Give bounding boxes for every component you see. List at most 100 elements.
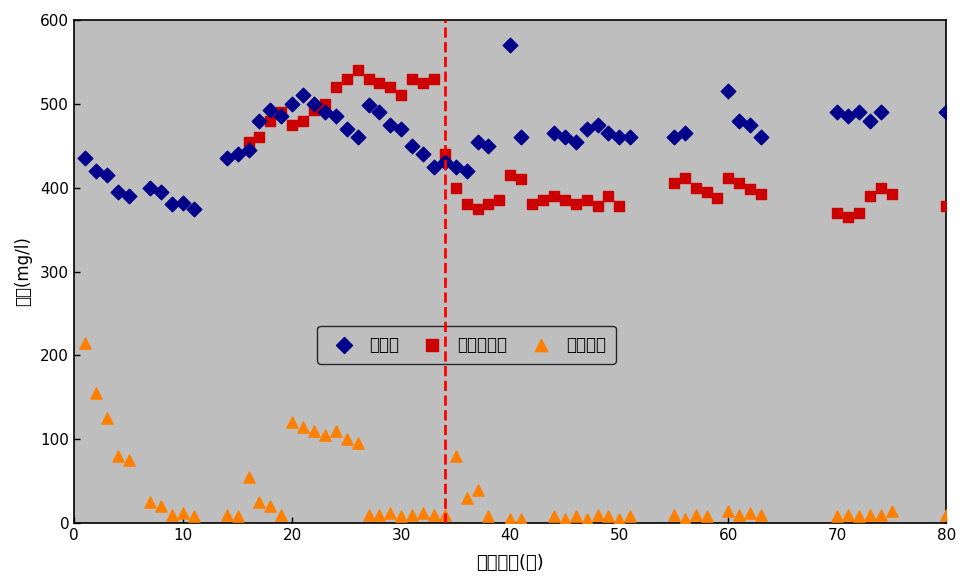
- 무산소조: [600, 512, 615, 521]
- 간햗폭기조: [317, 99, 332, 108]
- 호기조: [600, 128, 615, 138]
- 무산소조: [938, 510, 953, 519]
- 호기조: [350, 132, 365, 142]
- 무산소조: [360, 510, 376, 519]
- 호기조: [481, 141, 496, 151]
- 호기조: [731, 116, 746, 125]
- 간햗폭기조: [676, 173, 692, 182]
- 호기조: [165, 200, 180, 209]
- 무산소조: [273, 510, 289, 519]
- 무산소조: [861, 510, 877, 519]
- 간햗폭기조: [469, 204, 484, 213]
- 간햗폭기조: [425, 74, 441, 83]
- 무산소조: [415, 509, 430, 518]
- X-axis label: 경과시간(일): 경과시간(일): [476, 554, 544, 572]
- 무산소조: [78, 338, 93, 347]
- 간햗폭기조: [404, 74, 420, 83]
- 호기조: [502, 40, 517, 50]
- 무산소조: [328, 426, 343, 435]
- 무산소조: [753, 510, 768, 519]
- 호기조: [393, 124, 409, 134]
- 간햗폭기조: [884, 189, 899, 198]
- 호기조: [425, 162, 441, 171]
- 호기조: [219, 154, 234, 163]
- 호기조: [251, 116, 266, 125]
- 호기조: [622, 132, 638, 142]
- 호기조: [317, 107, 332, 117]
- 호기조: [676, 128, 692, 138]
- 호기조: [328, 112, 343, 121]
- 호기조: [666, 132, 681, 142]
- 무산소조: [731, 510, 746, 519]
- 간햗폭기조: [753, 189, 768, 198]
- 호기조: [469, 137, 484, 146]
- 무산소조: [589, 510, 605, 519]
- 간햗폭기조: [666, 179, 681, 188]
- 호기조: [568, 137, 583, 146]
- 간햗폭기조: [284, 120, 299, 130]
- 호기조: [556, 132, 572, 142]
- 무산소조: [666, 510, 681, 519]
- 호기조: [240, 145, 256, 155]
- 호기조: [610, 132, 626, 142]
- 호기조: [230, 149, 245, 159]
- 호기조: [589, 120, 605, 130]
- 무산소조: [382, 509, 397, 518]
- 간햗폭기조: [610, 202, 626, 211]
- 호기조: [938, 107, 953, 117]
- 간햗폭기조: [251, 132, 266, 142]
- 호기조: [720, 87, 735, 96]
- 간햗폭기조: [731, 179, 746, 188]
- 간햗폭기조: [556, 196, 572, 205]
- 호기조: [263, 106, 278, 115]
- 호기조: [360, 101, 376, 110]
- 무산소조: [317, 430, 332, 440]
- 무산소조: [840, 510, 856, 519]
- 호기조: [437, 158, 453, 167]
- 무산소조: [546, 512, 561, 521]
- 간햗폭기조: [578, 196, 594, 205]
- 간햗폭기조: [840, 212, 856, 222]
- 무산소조: [165, 510, 180, 519]
- 간햗폭기조: [600, 192, 615, 201]
- 호기조: [404, 141, 420, 151]
- Y-axis label: 농도(mg/l): 농도(mg/l): [14, 237, 32, 306]
- 무산소조: [481, 512, 496, 521]
- 간햗폭기조: [687, 183, 703, 192]
- 간햗폭기조: [273, 107, 289, 117]
- 간햗폭기조: [338, 74, 354, 83]
- 무산소조: [175, 509, 191, 518]
- 무산소조: [142, 498, 158, 507]
- 무산소조: [698, 512, 713, 521]
- 호기조: [513, 132, 528, 142]
- 호기조: [175, 198, 191, 207]
- 호기조: [371, 107, 387, 117]
- 간햗폭기조: [546, 192, 561, 201]
- 간햗폭기조: [828, 208, 844, 217]
- 무산소조: [393, 512, 409, 521]
- 간햗폭기조: [513, 175, 528, 184]
- 호기조: [338, 124, 354, 134]
- 호기조: [382, 120, 397, 130]
- 간햗폭기조: [698, 187, 713, 196]
- 간햗폭기조: [589, 202, 605, 211]
- 간햗폭기조: [491, 196, 507, 205]
- 무산소조: [284, 418, 299, 427]
- 무산소조: [425, 510, 441, 519]
- 간햗폭기조: [851, 208, 866, 217]
- 무산소조: [622, 512, 638, 521]
- 무산소조: [676, 515, 692, 524]
- Legend: 호기조, 간햗폭기조, 무산소조: 호기조, 간햗폭기조, 무산소조: [317, 326, 615, 364]
- 간햗폭기조: [360, 74, 376, 83]
- 무산소조: [851, 512, 866, 521]
- 무산소조: [884, 506, 899, 515]
- 무산소조: [687, 510, 703, 519]
- 간햗폭기조: [720, 173, 735, 182]
- 무산소조: [578, 515, 594, 524]
- 간햗폭기조: [350, 66, 365, 75]
- 무산소조: [338, 435, 354, 444]
- 호기조: [415, 149, 430, 159]
- 무산소조: [458, 493, 474, 503]
- 호기조: [828, 107, 844, 117]
- 무산소조: [230, 512, 245, 521]
